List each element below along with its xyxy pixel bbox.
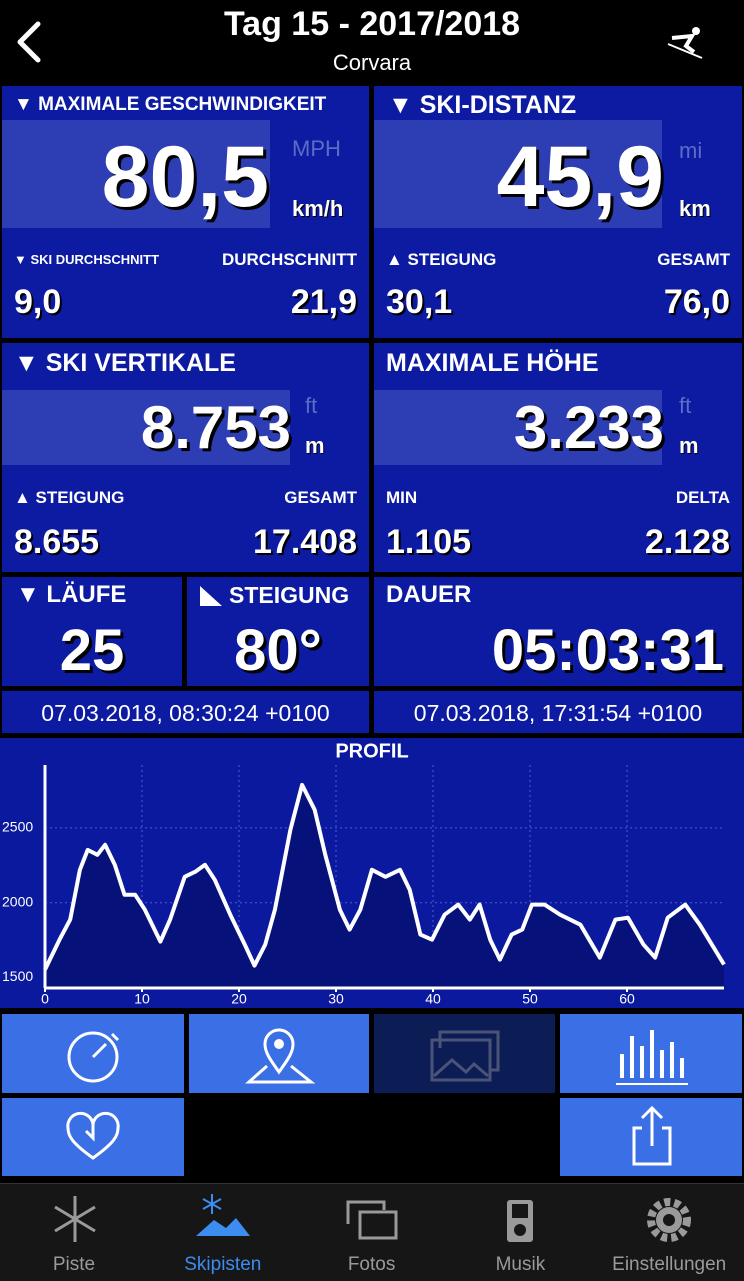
icon	[66, 1111, 120, 1160]
unit-alt[interactable]: mi	[679, 138, 703, 163]
duration-panel[interactable]: DAUER 05:03:31	[374, 577, 742, 686]
value: 8.753	[140, 394, 291, 461]
sub-value: 17.408	[253, 523, 357, 561]
y-tick-label: 2000	[2, 893, 33, 909]
icon	[616, 1030, 688, 1085]
favorite-button[interactable]	[2, 1098, 184, 1176]
unit-alt[interactable]: MPH	[292, 136, 341, 161]
sub-label: DURCHSCHNITT	[221, 250, 357, 269]
value-box	[2, 120, 270, 228]
speed-panel[interactable]: ▼ MAXIMALE GESCHWINDIGKEIT 80,5 MPH km/h…	[2, 86, 369, 338]
sub-value: 21,9	[290, 283, 357, 321]
end-time: 07.03.2018, 17:31:54 +0100	[374, 691, 742, 733]
subtitle: Corvara	[332, 50, 412, 75]
slopes-icon	[196, 1194, 250, 1236]
profile-line	[43, 782, 726, 971]
label: ▼ SKI VERTIKALE	[14, 349, 236, 377]
y-tick-label: 1500	[2, 968, 33, 984]
icon	[67, 1031, 120, 1083]
x-tick-label: 30	[328, 991, 344, 1007]
sub-label: ▼ SKI DURCHSCHNITT	[14, 252, 160, 267]
value: 45,9	[496, 129, 664, 225]
value: 3.233	[513, 394, 664, 461]
stopwatch-button[interactable]	[2, 1014, 184, 1093]
slope-icon	[200, 586, 222, 606]
tab-label[interactable]: Skipisten	[184, 1254, 262, 1275]
unit: m	[305, 433, 325, 458]
x-tick-label: 0	[41, 991, 49, 1007]
value: 05:03:31	[491, 618, 724, 683]
unit: km	[679, 196, 711, 221]
tab-icons	[54, 1194, 691, 1242]
settings-icon	[647, 1198, 691, 1242]
sub-label: DELTA	[675, 488, 730, 507]
music-icon	[507, 1200, 533, 1242]
sub-label: ▲ STEIGUNG	[14, 488, 125, 507]
value-box	[374, 390, 662, 465]
title: Tag 15 - 2017/2018	[223, 5, 521, 43]
label: ▼ SKI-DISTANZ	[388, 91, 577, 119]
ski-icon[interactable]	[666, 24, 706, 60]
sub-label: GESAMT	[657, 250, 730, 269]
snowflake-icon	[54, 1196, 96, 1242]
x-tick-label: 10	[134, 991, 150, 1007]
altitude-panel[interactable]: MAXIMALE HÖHE 3.233 ft m MIN DELTA 1.105…	[374, 343, 742, 572]
unit-alt[interactable]: ft	[679, 393, 692, 418]
value-box	[374, 120, 662, 228]
y-tick-label: 2500	[2, 819, 33, 835]
chart-title: PROFIL	[335, 740, 408, 762]
unit: m	[679, 433, 699, 458]
slope-panel[interactable]: STEIGUNG 80°	[187, 577, 369, 686]
label: ▼ MAXIMALE GESCHWINDIGKEIT	[14, 94, 327, 115]
vertical-panel[interactable]: ▼ SKI VERTIKALE 8.753 ft m ▲ STEIGUNG GE…	[2, 343, 369, 572]
label: ▼ LÄUFE	[16, 581, 127, 608]
photos-icon	[346, 1200, 398, 1240]
tab-label[interactable]: Piste	[52, 1254, 96, 1275]
start-time: 07.03.2018, 08:30:24 +0100	[2, 691, 369, 733]
x-tick-label: 60	[619, 991, 635, 1007]
icon	[430, 1030, 500, 1082]
tab-bar	[0, 1183, 744, 1281]
unit: km/h	[292, 196, 344, 221]
value: 25	[59, 618, 125, 683]
label: DAUER	[386, 581, 472, 608]
distance-panel[interactable]: ▼ SKI-DISTANZ 45,9 mi km ▲ STEIGUNG GESA…	[374, 86, 742, 338]
x-tick-label: 40	[425, 991, 441, 1007]
runs-panel[interactable]: ▼ LÄUFE 25	[2, 577, 182, 686]
tab-label[interactable]: Einstellungen	[612, 1254, 727, 1275]
profile-area	[45, 784, 724, 988]
label: MAXIMALE HÖHE	[386, 349, 599, 377]
sub-label: MIN	[386, 488, 418, 507]
x-tick-label: 50	[522, 991, 538, 1007]
sub-label: GESAMT	[284, 488, 357, 507]
sub-value: 9,0	[14, 283, 62, 321]
unit-alt[interactable]: ft	[305, 393, 318, 418]
sub-value: 30,1	[386, 283, 453, 321]
value: 80°	[234, 618, 322, 683]
map-button[interactable]	[189, 1014, 369, 1093]
tab-label[interactable]: Musik	[495, 1254, 546, 1275]
stats-button[interactable]	[560, 1014, 742, 1093]
value-box	[2, 390, 290, 465]
icon	[245, 1028, 316, 1084]
label: STEIGUNG	[229, 582, 350, 608]
sub-value: 8.655	[14, 523, 100, 561]
share-button[interactable]	[560, 1098, 742, 1176]
value: 80,5	[101, 129, 269, 225]
x-tick-label: 20	[231, 991, 247, 1007]
sub-value: 76,0	[663, 283, 730, 321]
photos-button[interactable]	[374, 1014, 555, 1093]
sub-value: 1.105	[386, 523, 472, 561]
sub-label: ▲ STEIGUNG	[386, 250, 497, 269]
icon	[632, 1105, 672, 1166]
sub-value: 2.128	[644, 523, 730, 561]
tab-label[interactable]: Fotos	[347, 1254, 396, 1275]
back-button[interactable]	[14, 20, 44, 64]
profile-chart: PROFIL 0 10 20 30 40 50 60 1500 2000 2500	[0, 738, 744, 1008]
